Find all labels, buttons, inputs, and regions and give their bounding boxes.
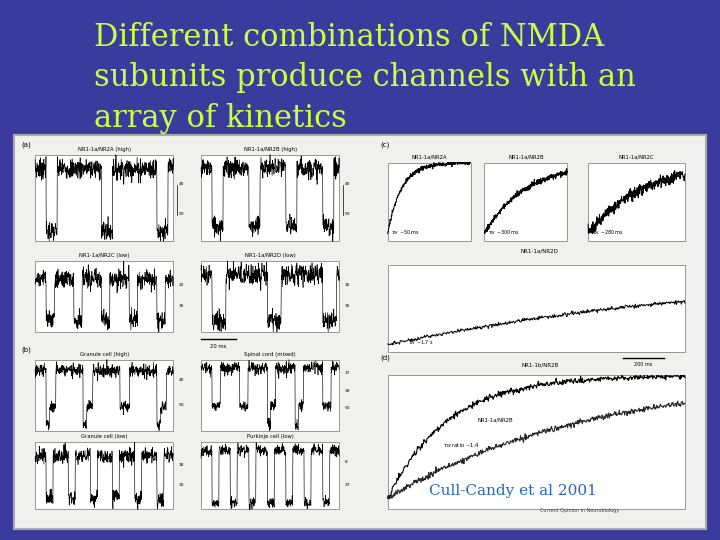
Text: Different combinations of NMDA: Different combinations of NMDA xyxy=(94,22,604,52)
Bar xyxy=(14,135,706,529)
Text: array of kinetics: array of kinetics xyxy=(94,103,346,133)
Text: subunits produce channels with an: subunits produce channels with an xyxy=(94,62,636,93)
